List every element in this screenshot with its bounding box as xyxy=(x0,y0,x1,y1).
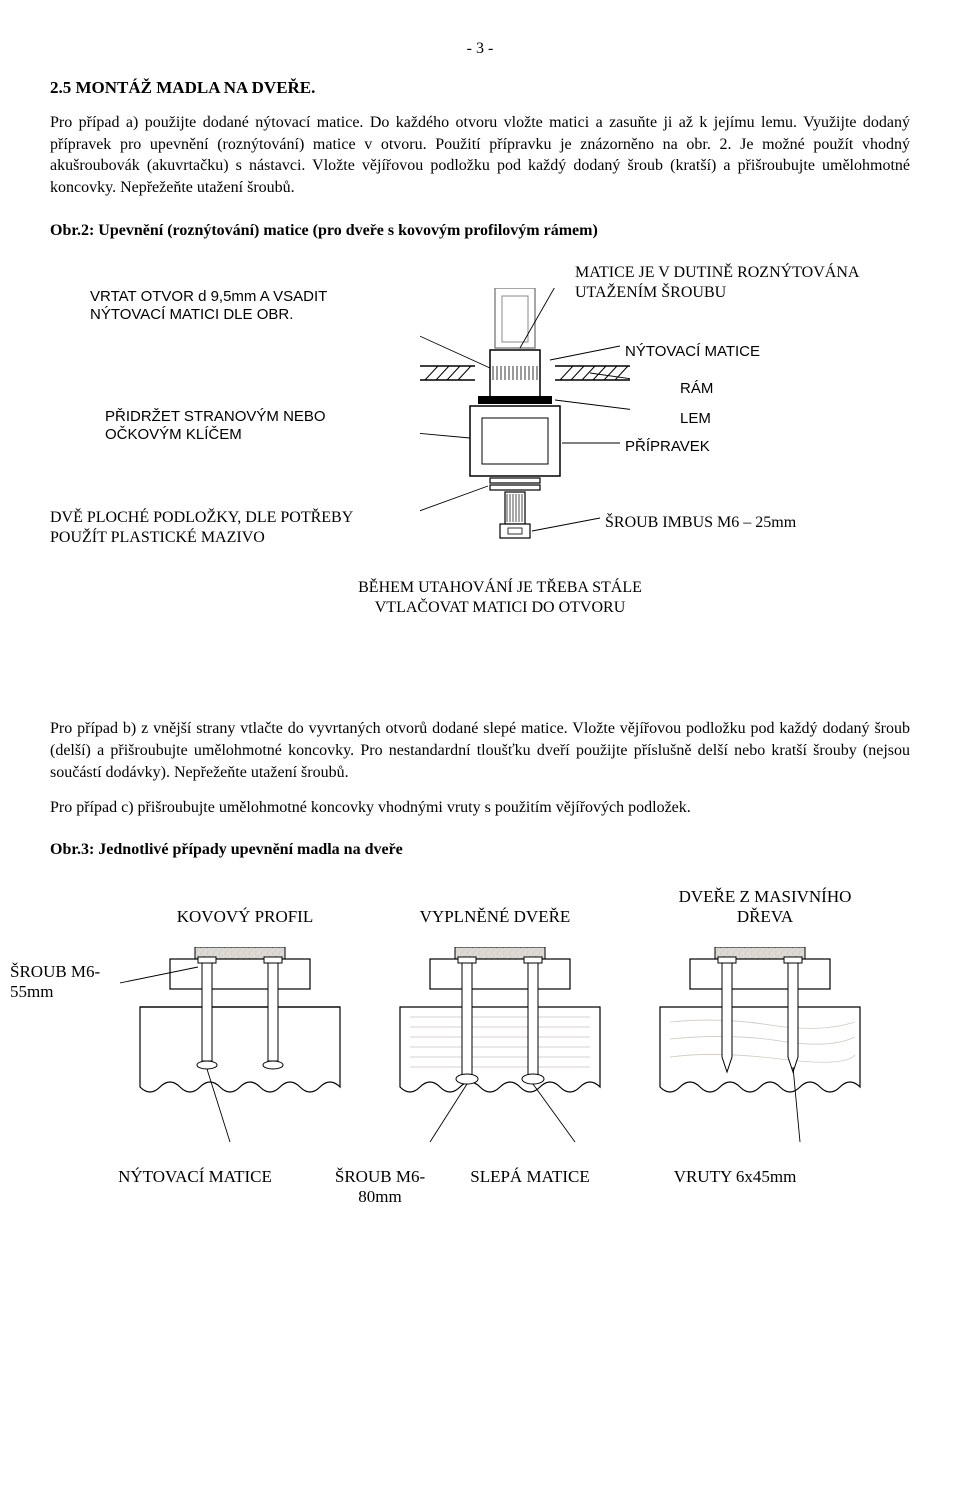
fig3-bottom3: SLEPÁ MATICE xyxy=(470,1167,590,1187)
label-ram: RÁM xyxy=(680,380,713,398)
label-sroub: ŠROUB IMBUS M6 – 25mm xyxy=(605,513,796,532)
label-behem: BĚHEM UTAHOVÁNÍ JE TŘEBA STÁLE VTLAČOVAT… xyxy=(350,578,650,616)
label-pridrzet: PŘIDRŽET STRANOVÝM NEBO OČKOVÝM KLÍČEM xyxy=(105,408,355,444)
fig3-col3-label: DVEŘE Z MASIVNÍHO DŘEVA xyxy=(650,887,880,927)
fig3-side-label: ŠROUB M6-55mm xyxy=(10,962,110,1002)
label-nytovaci-matice: NÝTOVACÍ MATICE xyxy=(625,343,760,361)
label-pripravek: PŘÍPRAVEK xyxy=(625,438,710,456)
fig3-drawing xyxy=(120,947,910,1127)
label-vrtat-otvor: VRTAT OTVOR d 9,5mm A VSADIT NÝTOVACÍ MA… xyxy=(90,288,380,324)
fig2-drawing xyxy=(420,288,630,558)
fig3-col2-label: VYPLNĚNÉ DVEŘE xyxy=(395,907,595,927)
fig2-caption: Obr.2: Upevnění (roznýtování) matice (pr… xyxy=(50,222,910,240)
section-title: 2.5 MONTÁŽ MADLA NA DVEŘE. xyxy=(50,78,910,98)
paragraph-a: Pro případ a) použijte dodané nýtovací m… xyxy=(50,112,910,198)
fig3-col1-label: KOVOVÝ PROFIL xyxy=(155,907,335,927)
paragraph-b: Pro případ b) z vnější strany vtlačte do… xyxy=(50,718,910,783)
fig3-bottom1: NÝTOVACÍ MATICE xyxy=(95,1167,295,1187)
label-podlozky: DVĚ PLOCHÉ PODLOŽKY, DLE POTŘEBY POUŽÍT … xyxy=(50,508,395,546)
page-number: - 3 - xyxy=(50,40,910,58)
fig3-bottom4: VRUTY 6x45mm xyxy=(645,1167,825,1187)
figure-3: KOVOVÝ PROFIL VYPLNĚNÉ DVEŘE DVEŘE Z MAS… xyxy=(50,877,910,1207)
figure-2: VRTAT OTVOR d 9,5mm A VSADIT NÝTOVACÍ MA… xyxy=(50,258,910,688)
fig3-bottom2: ŠROUB M6-80mm xyxy=(320,1167,440,1207)
paragraph-c: Pro případ c) přišroubujte umělohmotné k… xyxy=(50,797,910,819)
label-lem: LEM xyxy=(680,410,711,428)
fig3-caption: Obr.3: Jednotlivé případy upevnění madla… xyxy=(50,841,910,859)
